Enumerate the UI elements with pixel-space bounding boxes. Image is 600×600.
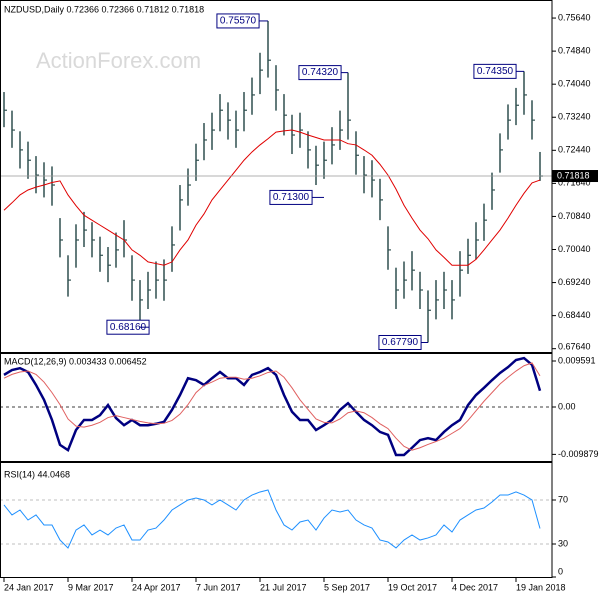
x-tick-label: 7 Jun 2017: [196, 582, 241, 592]
x-tick-label: 24 Jan 2017: [4, 582, 54, 592]
moving-average: [3, 129, 541, 266]
watermark: ActionForex.com: [36, 48, 201, 73]
last-price-label: 0.71818: [557, 170, 590, 180]
y-tick-label: 0.68440: [558, 310, 591, 320]
y-tick-label: 30: [558, 538, 568, 548]
x-tick-label: 4 Dec 2017: [452, 582, 498, 592]
y-tick-label: 0.00: [558, 401, 576, 411]
y-tick-label: 0.70840: [558, 211, 591, 221]
x-tick-label: 5 Sep 2017: [324, 582, 370, 592]
y-tick-label: 0.009591: [558, 355, 596, 365]
y-tick-label: 0.67640: [558, 341, 591, 351]
x-tick-label: 9 Mar 2017: [68, 582, 114, 592]
y-tick-label: 0.73240: [558, 112, 591, 122]
y-tick-label: 0.69240: [558, 277, 591, 287]
annotation-label: 0.67790: [382, 337, 419, 348]
x-tick-label: 19 Jan 2018: [516, 582, 566, 592]
annotation-label: 0.74320: [302, 67, 339, 78]
y-tick-label: 0.74040: [558, 79, 591, 89]
panel-frame: [0, 462, 553, 578]
last-price-box: [552, 170, 598, 183]
annotation-label: 0.75570: [220, 16, 257, 27]
x-tick-label: 19 Oct 2017: [388, 582, 437, 592]
annotation-label: 0.74350: [477, 66, 514, 77]
panel-title: NZDUSD,Daily 0.72366 0.72366 0.71812 0.7…: [4, 4, 204, 14]
annotation-label: 0.68160: [110, 322, 147, 333]
annotation-label: 0.71300: [273, 192, 310, 203]
y-tick-label: 70: [558, 494, 568, 504]
y-tick-label: 0.70040: [558, 244, 591, 254]
x-tick-label: 21 Jul 2017: [260, 582, 307, 592]
x-tick-label: 24 Apr 2017: [132, 582, 181, 592]
y-tick-label: 0: [558, 566, 563, 576]
panel-frame: [0, 0, 553, 353]
y-tick-label: 0.75640: [558, 12, 591, 22]
indicator-line: [3, 362, 541, 451]
indicator-line: [3, 489, 541, 549]
y-tick-label: -0.009879: [558, 449, 599, 459]
panel-title: MACD(12,26,9) 0.003433 0.006452: [4, 356, 147, 366]
y-tick-label: 0.71640: [558, 178, 591, 188]
y-tick-label: 0.72440: [558, 145, 591, 155]
y-tick-label: 0.74840: [558, 45, 591, 55]
panel-title: RSI(14) 44.0468: [4, 469, 70, 479]
